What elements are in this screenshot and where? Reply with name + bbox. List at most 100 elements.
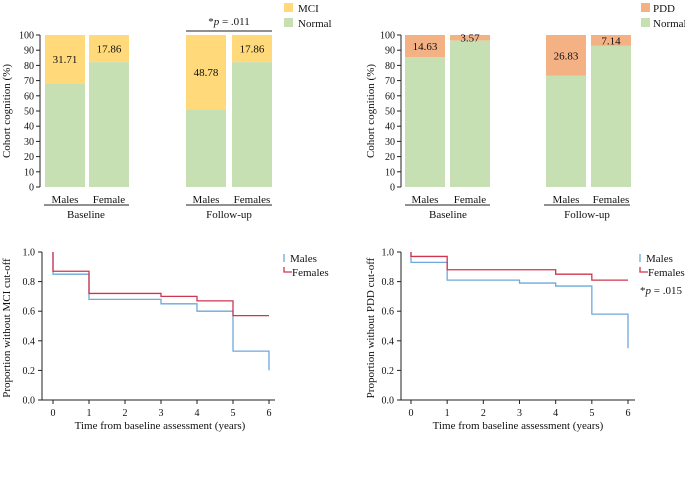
- mci_km-xtick-label: 3: [159, 408, 164, 419]
- pdd_km-ytick-label: 0.6: [382, 307, 395, 318]
- pdd_bars-data-label-2: 26.83: [554, 50, 579, 62]
- mci_bars-bar-mci-1: [89, 35, 129, 63]
- mci-significance-label: *p = .011: [208, 16, 250, 28]
- mci_km-xtick-label: 6: [267, 408, 272, 419]
- pdd_km-ytick-label: 0.4: [382, 336, 395, 347]
- mci_km-ytick-label: 0.2: [23, 366, 36, 377]
- pdd_bars-data-label-1: 3.57: [460, 33, 480, 45]
- pdd-legend-label-normal: Normal: [653, 18, 685, 30]
- pdd-legend-label-pdd: PDD: [653, 3, 675, 15]
- mci_bars-ytick-label: 50: [24, 107, 34, 118]
- pdd_bars-bar-normal-0: [405, 57, 445, 188]
- pdd_bars-data-label-3: 7.14: [601, 35, 621, 47]
- pdd_bars-bar-normal-2: [546, 75, 586, 187]
- mci_bars-ytick-label: 100: [19, 31, 34, 42]
- pdd-group-followup: Follow-up: [564, 209, 610, 221]
- mci-group-baseline: Baseline: [67, 209, 105, 221]
- pdd_bars-ytick-label: 10: [385, 167, 395, 178]
- pdd_km-ytick-label: 0.8: [382, 277, 395, 288]
- pdd-km-legend-label-males: Males: [646, 253, 673, 265]
- pdd-km-series: [410, 252, 629, 349]
- pdd_km-ytick-label: 0.2: [382, 366, 395, 377]
- mci_bars-ytick-label: 80: [24, 61, 34, 72]
- mci_bars-bar-normal-3: [232, 62, 272, 187]
- mci-km-y-axis-title: Proportion without MCI cut-off: [1, 258, 13, 398]
- mci_km-line-females: [52, 252, 269, 317]
- mci_km-ytick-label: 0.4: [23, 336, 36, 347]
- mci_km-ytick-label: 1.0: [23, 248, 36, 259]
- pdd-survival-chart: Proportion without PDD cut-off 0.0 0.2 0.4…: [365, 248, 685, 433]
- pdd_km-xtick-label: 1: [445, 408, 450, 419]
- pdd_bars-ytick-label: 70: [385, 76, 395, 87]
- mci-km-series: [52, 252, 270, 371]
- pdd_bars-ytick-label: 80: [385, 61, 395, 72]
- pdd_bars-ytick-label: 0: [390, 183, 395, 194]
- mci-bar-legend: MCI Normal: [284, 3, 332, 30]
- mci_bars-ytick-label: 30: [24, 137, 34, 148]
- mci-km-legend-swatch-females: [283, 267, 292, 273]
- mci_bars-ytick-label: 10: [24, 167, 34, 178]
- pdd_bars-bar-pdd-2: [546, 35, 586, 76]
- pdd_bars-ytick-label: 90: [385, 46, 395, 57]
- mci-km-y-ticks: 0.0 0.2 0.4 0.6 0.8 1.0: [23, 248, 42, 407]
- pdd_km-xtick-label: 6: [626, 408, 631, 419]
- mci-legend-label-normal: Normal: [298, 18, 332, 30]
- mci_bars-bar-mci-2: [186, 35, 226, 110]
- mci-km-x-ticks: 0 1 2 3 4 5 6: [51, 400, 272, 419]
- mci_km-line-males: [52, 252, 270, 371]
- pdd_km-xtick-label: 4: [553, 408, 558, 419]
- pdd-km-x-axis-title: Time from baseline assessment (years): [433, 420, 604, 432]
- mci-bar-y-axis-title: Cohort cognition (%): [1, 64, 13, 158]
- mci_km-xtick-label: 4: [195, 408, 200, 419]
- pdd_km-xtick-label: 2: [481, 408, 486, 419]
- mci_bars-bar-normal-1: [89, 62, 129, 187]
- pdd-bar-chart: Cohort cognition (%) 0 10 20 30 40 50 60 70 80 90…: [365, 3, 685, 221]
- pdd-km-legend-swatch-females: [639, 267, 648, 273]
- mci_bars-ytick-label: 20: [24, 152, 34, 163]
- pdd-bar-legend: PDD Normal: [641, 3, 685, 30]
- mci-km-legend-label-females: Females: [292, 267, 329, 279]
- pdd_km-ytick-label: 1.0: [382, 248, 395, 259]
- pdd_bars-ytick-label: 100: [380, 31, 395, 42]
- mci_bars-data-label-1: 17.86: [97, 44, 122, 56]
- mci_bars-x-category-3: Females: [234, 194, 271, 206]
- pdd-bar-data-labels: 14.63 3.57 26.83 7.14: [413, 33, 622, 63]
- pdd-km-significance-label: *p = .015: [640, 285, 682, 297]
- pdd_bars-ytick-label: 60: [385, 91, 395, 102]
- pdd_bars-ytick-label: 50: [385, 107, 395, 118]
- mci-survival-chart: Proportion without MCI cut-off 0.0 0.2 0.4…: [1, 248, 329, 433]
- mci_km-xtick-label: 5: [231, 408, 236, 419]
- mci_km-xtick-label: 2: [123, 408, 128, 419]
- mci-km-legend-label-males: Males: [290, 253, 317, 265]
- pdd_bars-ytick-label: 40: [385, 122, 395, 133]
- mci_bars-x-category-1: Female: [93, 194, 125, 206]
- pdd_bars-bar-pdd-1: [450, 35, 490, 41]
- pdd_bars-x-category-2: Males: [553, 194, 580, 206]
- mci_km-ytick-label: 0.0: [23, 396, 36, 407]
- mci-legend-swatch-mci: [284, 3, 293, 12]
- pdd_bars-x-category-0: Males: [412, 194, 439, 206]
- mci_km-xtick-label: 0: [51, 408, 56, 419]
- pdd_km-xtick-label: 0: [409, 408, 414, 419]
- mci-bar-series: [45, 35, 272, 187]
- mci_bars-ytick-label: 40: [24, 122, 34, 133]
- pdd-km-y-axis-title: Proportion without PDD cut-off: [365, 257, 377, 398]
- pdd_bars-bar-pdd-0: [405, 35, 445, 58]
- mci-km-legend: Males Females: [283, 253, 329, 279]
- pdd_bars-x-category-3: Females: [593, 194, 630, 206]
- mci_bars-bar-normal-0: [45, 83, 85, 187]
- pdd_bars-bar-normal-1: [450, 40, 490, 188]
- mci_bars-bar-mci-0: [45, 35, 85, 84]
- mci_bars-data-label-2: 48.78: [194, 67, 219, 79]
- pdd_bars-data-label-0: 14.63: [413, 41, 438, 53]
- pdd_bars-ytick-label: 20: [385, 152, 395, 163]
- mci_bars-ytick-label: 90: [24, 46, 34, 57]
- mci-bar-chart: Cohort cognition (%) 0 10 20 30 40 50 60 70 80 90…: [1, 3, 332, 221]
- mci-bar-data-labels: 31.71 17.86 48.78 17.86: [53, 44, 265, 79]
- pdd_km-xtick-label: 5: [589, 408, 594, 419]
- mci-km-x-axis-title: Time from baseline assessment (years): [75, 420, 246, 432]
- mci_bars-ytick-label: 70: [24, 76, 34, 87]
- pdd_bars-x-category-1: Female: [454, 194, 486, 206]
- mci_bars-x-category-0: Males: [52, 194, 79, 206]
